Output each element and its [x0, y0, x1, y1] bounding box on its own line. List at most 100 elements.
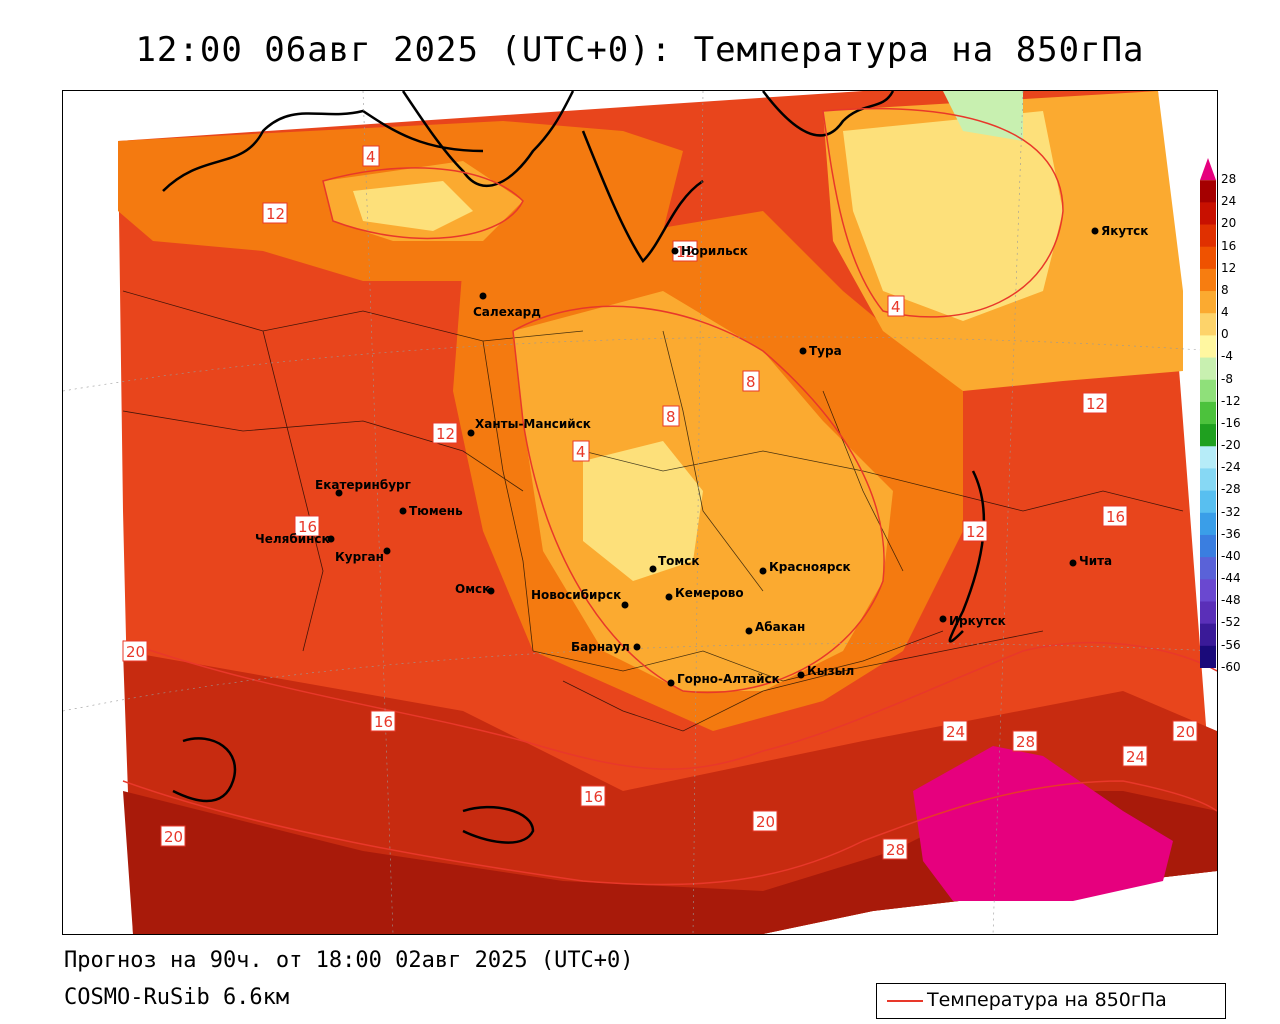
colorbar-tick-label: -32 [1221, 504, 1241, 519]
iso-label: 24 [1122, 745, 1148, 767]
iso-label: 16 [1102, 505, 1128, 527]
colorbar-swatch [1200, 490, 1216, 514]
colorbar-swatch [1200, 246, 1216, 270]
city-marker: Барнаул [571, 640, 641, 654]
colorbar-tick-label: 8 [1221, 282, 1229, 297]
colorbar-swatch [1200, 224, 1216, 248]
iso-label: 28 [1012, 730, 1038, 752]
colorbar-tick-label: -52 [1221, 615, 1241, 630]
city-label: Омск [455, 582, 490, 596]
svg-text:4: 4 [576, 443, 586, 461]
city-marker: Челябинск [255, 532, 335, 546]
iso-label: 16 [294, 515, 320, 537]
colorbar-tick-label: 0 [1221, 327, 1229, 342]
city-label: Кемерово [675, 586, 744, 600]
svg-text:20: 20 [1176, 723, 1195, 741]
colorbar-tick-label: 28 [1221, 172, 1237, 186]
svg-text:4: 4 [366, 148, 376, 166]
svg-text:12: 12 [266, 205, 285, 223]
colorbar-svg [1200, 158, 1216, 669]
colorbar-tick-label: -60 [1221, 659, 1241, 674]
colorbar-tick-label: -44 [1221, 571, 1241, 586]
city-label: Якутск [1101, 224, 1148, 238]
model-name: COSMO-RuSib 6.6км [64, 985, 290, 1010]
svg-text:24: 24 [946, 723, 965, 741]
city-label: Кызыл [807, 664, 854, 678]
city-label: Тура [809, 344, 842, 358]
city-label: Тюмень [409, 504, 463, 518]
colorbar-tick-label: 12 [1221, 260, 1237, 275]
colorbar-tick-label: -36 [1221, 526, 1241, 541]
city-marker: Тюмень [399, 504, 463, 518]
city-marker: Кемерово [665, 586, 744, 601]
svg-text:4: 4 [891, 298, 901, 316]
iso-label: 28 [882, 838, 908, 860]
iso-label: 16 [370, 710, 396, 732]
city-label: Горно-Алтайск [677, 672, 780, 686]
city-marker: Якутск [1091, 224, 1148, 238]
iso-label: 12 [672, 240, 698, 262]
colorbar-swatch [1200, 557, 1216, 580]
city-label: Ханты-Мансийск [475, 417, 591, 431]
city-marker: Кызыл [797, 664, 854, 679]
iso-label: 4 [362, 145, 380, 167]
iso-label: 4 [887, 295, 905, 317]
city-label: Красноярск [769, 560, 851, 574]
svg-text:20: 20 [164, 828, 183, 846]
svg-text:12: 12 [436, 425, 455, 443]
iso-label: 20 [1172, 720, 1198, 742]
svg-text:16: 16 [1106, 508, 1125, 526]
colorbar-tick-label: -20 [1221, 438, 1241, 453]
iso-label: 8 [662, 405, 680, 427]
city-marker: Новосибирск [531, 588, 629, 609]
city-marker: Иркутск [939, 614, 1006, 628]
city-label: Чита [1079, 554, 1112, 568]
city-marker: Курган [335, 547, 391, 564]
legend: Температура на 850гПа [876, 983, 1226, 1019]
city-marker: Тура [799, 344, 842, 358]
city-label: Абакан [755, 620, 805, 634]
iso-label: 8 [742, 370, 760, 392]
iso-label: 12 [432, 422, 458, 444]
colorbar-tick-label: -40 [1221, 548, 1241, 563]
city-label: Салехард [473, 305, 541, 319]
city-label: Томск [658, 554, 700, 568]
colorbar-swatch [1200, 357, 1216, 381]
city-markers: Норильск Якутск Салехард Тура Ханты-Манс… [255, 224, 1148, 687]
city-marker: Ханты-Мансийск [467, 417, 591, 437]
svg-text:16: 16 [584, 788, 603, 806]
colorbar-swatch [1200, 268, 1216, 292]
city-marker: Норильск [671, 244, 748, 258]
svg-text:20: 20 [126, 643, 145, 661]
page-title: 12:00 06авг 2025 (UTC+0): Температура на… [135, 30, 1145, 70]
svg-text:28: 28 [886, 841, 905, 859]
colorbar-tick-label: -56 [1221, 637, 1241, 652]
city-label: Екатеринбург [315, 478, 411, 492]
colorbar-tick-label: 4 [1221, 305, 1229, 320]
colorbar-swatch [1200, 401, 1216, 425]
colorbar [1200, 158, 1216, 669]
city-label: Курган [335, 550, 384, 564]
colorbar-swatch [1200, 446, 1216, 469]
iso-label: 12 [962, 520, 988, 542]
legend-line-swatch [887, 1000, 923, 1002]
colorbar-swatch [1200, 468, 1216, 492]
colorbar-swatch [1200, 313, 1216, 336]
colorbar-tick-label: -4 [1221, 349, 1233, 364]
colorbar-swatch [1200, 291, 1216, 314]
city-marker: Омск [455, 582, 495, 596]
iso-label: 20 [752, 810, 778, 832]
svg-text:12: 12 [1086, 395, 1105, 413]
city-marker: Чита [1069, 554, 1112, 568]
colorbar-tick-label: -16 [1221, 415, 1241, 430]
svg-text:20: 20 [756, 813, 775, 831]
colorbar-swatch [1200, 335, 1216, 359]
iso-label: 20 [160, 825, 186, 847]
colorbar-tick-label: -48 [1221, 593, 1241, 608]
city-marker: Горно-Алтайск [667, 672, 780, 687]
forecast-info: Прогноз на 90ч. от 18:00 02авг 2025 (UTC… [64, 948, 634, 973]
city-label: Барнаул [571, 640, 630, 654]
city-label: Норильск [681, 244, 748, 258]
city-label: Новосибирск [531, 588, 621, 602]
colorbar-swatch [1200, 424, 1216, 447]
